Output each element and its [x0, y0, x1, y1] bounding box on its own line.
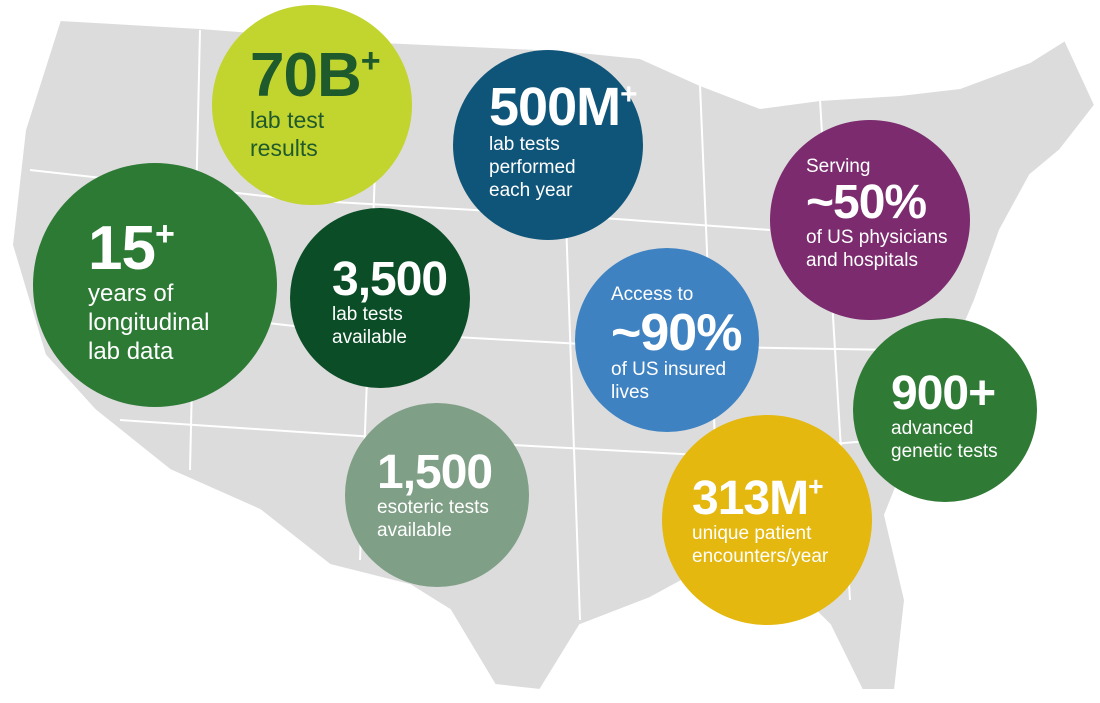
stat-bubble: Access to ~90% of US insured lives [575, 248, 759, 432]
stat-caption: lab tests [332, 304, 403, 325]
stat-caption: lab tests [489, 134, 560, 155]
stat-number: 15 [88, 214, 156, 283]
stat-bubble: 70B+ lab test results [212, 5, 412, 205]
stat-suffix: + [620, 78, 637, 112]
stat-suffix: + [154, 215, 175, 254]
stat-caption: lab data [88, 337, 174, 365]
stat-prefix: Serving [806, 156, 871, 177]
stat-caption: lab test [250, 107, 325, 133]
stat-caption: and hospitals [806, 249, 918, 271]
stat-number: 900+ [891, 367, 996, 420]
stat-value: 500M+ [489, 77, 637, 137]
stat-caption: performed [489, 156, 576, 178]
stat-number: 3,500 [332, 253, 448, 306]
stat-value: 313M+ [692, 471, 828, 525]
stat-caption: of US insured [611, 358, 727, 380]
stat-bubble: Serving ~50% of US physicians and hospitals [770, 120, 970, 320]
stat-bubble: 500M+ lab tests performed each year [453, 50, 643, 240]
stat-bubble: 900+ advanced genetic tests [853, 318, 1037, 502]
stat-bubble: 1,500 esoteric tests available [345, 403, 529, 587]
stat-number: 70B [250, 41, 362, 110]
stat-number: 1,500 [377, 446, 493, 499]
stat-caption: genetic tests [891, 440, 998, 462]
stat-suffix: + [808, 471, 823, 502]
stat-caption: encounters/year [692, 545, 829, 567]
stat-caption: years of [88, 280, 174, 307]
stat-value: ~90% [611, 303, 742, 362]
stat-caption: longitudinal [88, 308, 210, 336]
stat-number: 313M [692, 472, 809, 525]
stat-suffix: + [360, 42, 381, 81]
stat-value: ~50% [806, 175, 948, 229]
stat-caption: of US physicians [806, 226, 948, 248]
stat-prefix: Access to [611, 284, 694, 305]
stat-number: 500M [489, 77, 621, 137]
stat-caption: results [250, 134, 318, 161]
stat-number: ~90% [611, 303, 742, 362]
stat-value: 900+ [891, 370, 998, 418]
stat-caption: unique patient [692, 523, 812, 544]
stat-caption: each year [489, 179, 573, 201]
stat-value: 70B+ [250, 42, 381, 107]
stat-bubble: 313M+ unique patient encounters/year [662, 415, 872, 625]
stat-value: 3,500 [332, 253, 448, 306]
stat-caption: esoteric tests [377, 497, 489, 518]
stat-bubble: 15+ years of longitudinal lab data [33, 163, 277, 407]
stat-caption: advanced [891, 418, 974, 439]
stat-caption: available [377, 519, 452, 541]
stat-bubble: 3,500 lab tests available [290, 208, 470, 388]
stat-value: 1,500 [377, 446, 493, 499]
stat-number: ~50% [806, 175, 927, 229]
stat-caption: available [332, 326, 407, 348]
stat-value: 15+ [88, 215, 209, 280]
stat-caption: lives [611, 381, 650, 403]
